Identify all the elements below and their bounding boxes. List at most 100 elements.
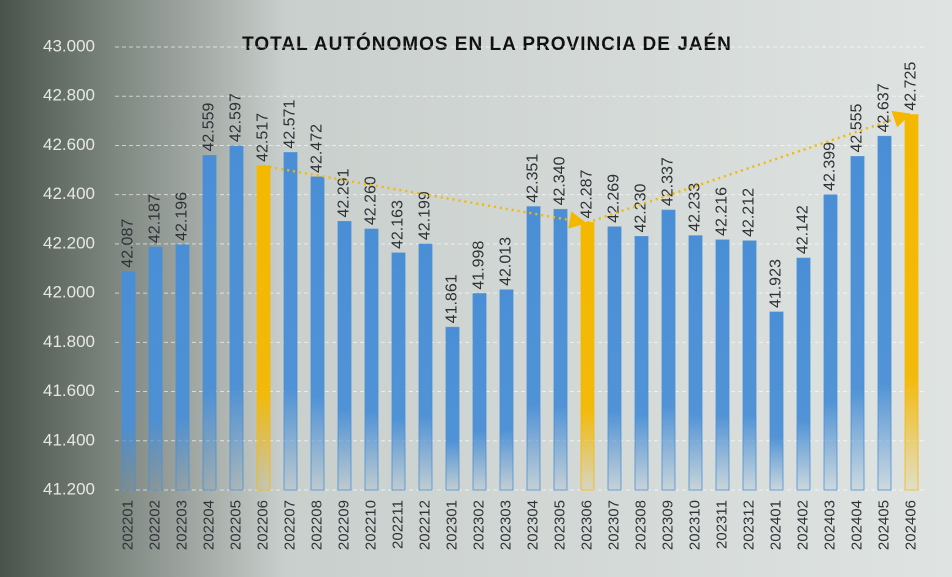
value-label: 42.260 (363, 176, 380, 225)
bar (688, 235, 703, 491)
y-tick-label: 41.600 (43, 381, 95, 400)
value-label: 42.269 (606, 174, 623, 223)
value-label: 42.555 (849, 103, 866, 152)
value-label: 42.087 (120, 219, 137, 268)
value-label: 42.637 (876, 83, 893, 132)
value-label: 42.291 (336, 168, 353, 217)
value-label: 42.196 (174, 192, 191, 241)
bar (850, 156, 865, 491)
x-tick-label: 202301 (443, 500, 460, 550)
x-tick-label: 202304 (524, 500, 541, 550)
value-label: 42.399 (822, 142, 839, 191)
value-label: 42.571 (282, 100, 299, 149)
bar (472, 293, 487, 491)
value-label: 42.472 (309, 124, 326, 173)
bar (769, 311, 784, 491)
x-tick-label: 202402 (794, 500, 811, 550)
x-tick-label: 202302 (470, 500, 487, 550)
x-tick-label: 202306 (578, 500, 595, 550)
bar (283, 152, 298, 491)
bar (823, 194, 838, 491)
bar (526, 206, 541, 491)
bar (877, 135, 892, 491)
y-tick-label: 42.400 (43, 184, 95, 203)
value-label: 42.199 (417, 191, 434, 240)
value-label: 42.351 (525, 154, 542, 203)
x-tick-label: 202406 (902, 500, 919, 550)
x-tick-label: 202212 (416, 500, 433, 550)
x-tick-label: 202405 (875, 500, 892, 550)
trend-arrow (587, 110, 911, 224)
y-tick-label: 42.200 (43, 233, 95, 252)
bar (364, 228, 379, 491)
bar (121, 271, 136, 491)
y-tick-label: 41.400 (43, 430, 95, 449)
x-tick-label: 202310 (686, 500, 703, 550)
x-tick-label: 202308 (632, 500, 649, 550)
value-label: 41.861 (444, 274, 461, 323)
x-tick-label: 202204 (200, 500, 217, 550)
value-label: 42.725 (903, 62, 920, 111)
x-tick-label: 202206 (254, 500, 271, 550)
value-label: 42.233 (687, 183, 704, 232)
bar (337, 220, 352, 491)
value-label: 42.187 (147, 194, 164, 243)
value-label: 42.013 (498, 237, 515, 286)
y-tick-label: 41.800 (43, 332, 95, 351)
x-tick-label: 202208 (308, 500, 325, 550)
value-label: 42.517 (255, 113, 272, 162)
x-tick-label: 202303 (497, 500, 514, 550)
bar (256, 165, 271, 491)
bar (715, 239, 730, 491)
x-tick-label: 202403 (821, 500, 838, 550)
bar (499, 289, 514, 491)
bar (742, 240, 757, 491)
bar (904, 114, 919, 491)
x-tick-label: 202311 (713, 500, 730, 549)
bar (202, 155, 217, 491)
bar (580, 221, 595, 491)
value-label: 42.212 (741, 188, 758, 237)
chart-title: TOTAL AUTÓNOMOS EN LA PROVINCIA DE JAÉN (242, 33, 732, 55)
x-tick-label: 202305 (551, 500, 568, 550)
x-tick-label: 202202 (146, 500, 163, 550)
value-label: 42.230 (633, 183, 650, 232)
x-tick-label: 202209 (335, 500, 352, 550)
bar (418, 243, 433, 491)
x-tick-label: 202203 (173, 500, 190, 550)
bar (148, 246, 163, 491)
value-label: 42.337 (660, 157, 677, 206)
bar (391, 252, 406, 491)
x-tick-label: 202307 (605, 500, 622, 550)
value-label: 42.559 (201, 102, 218, 151)
y-tick-label: 41.200 (43, 479, 95, 498)
bar (310, 176, 325, 491)
bar (661, 209, 676, 491)
y-tick-label: 42.600 (43, 135, 95, 154)
x-tick-label: 202309 (659, 500, 676, 550)
y-tick-label: 42.800 (43, 86, 95, 105)
value-label: 41.998 (471, 241, 488, 290)
value-label: 42.597 (228, 93, 245, 142)
bar (634, 236, 649, 491)
x-tick-label: 202312 (740, 500, 757, 550)
x-tick-label: 202205 (227, 500, 244, 550)
x-tick-label: 202210 (362, 500, 379, 550)
y-tick-label: 43.000 (43, 36, 95, 55)
x-tick-label: 202404 (848, 500, 865, 550)
value-label: 42.142 (795, 205, 812, 254)
value-label: 41.923 (768, 259, 785, 308)
y-tick-label: 42.000 (43, 283, 95, 302)
value-label: 42.287 (579, 169, 596, 218)
x-tick-label: 202207 (281, 500, 298, 550)
x-tick-label: 202201 (119, 500, 136, 550)
bar (607, 226, 622, 491)
value-label: 42.340 (552, 156, 569, 205)
value-label: 42.163 (390, 200, 407, 249)
value-label: 42.216 (714, 187, 731, 236)
x-tick-label: 202401 (767, 500, 784, 550)
bar (553, 208, 568, 491)
bar (445, 326, 460, 491)
bar (229, 145, 244, 491)
